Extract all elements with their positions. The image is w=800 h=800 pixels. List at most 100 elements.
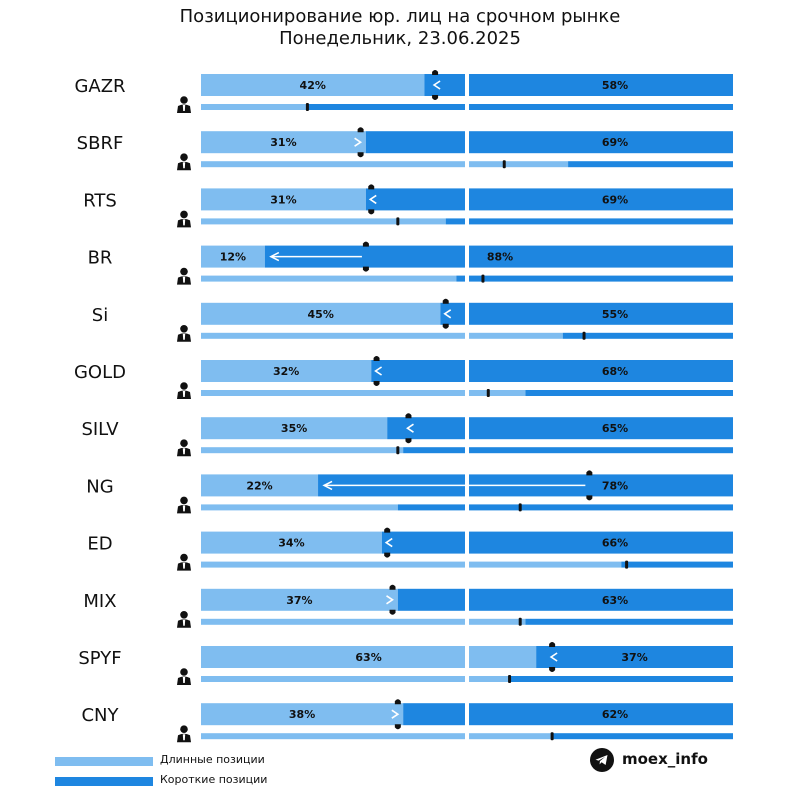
sub-marker (486, 389, 490, 397)
change-chevron (443, 309, 452, 319)
prev-marker-bottom (384, 552, 391, 558)
legend-label-long: Длинные позиции (160, 753, 265, 766)
sub-long-bar (201, 161, 465, 168)
businessman-icon (177, 325, 191, 342)
sub-short-bar (469, 218, 733, 225)
change-arrow-head (269, 251, 280, 262)
ticker-label: GOLD (74, 362, 126, 383)
long-percent-label: 31% (270, 193, 296, 206)
prev-marker-bottom (357, 152, 364, 158)
long-percent-label: 37% (286, 594, 312, 607)
short-bar (469, 703, 733, 726)
long-bar (201, 131, 366, 154)
sub-marker (625, 560, 629, 569)
long-bar (201, 474, 319, 497)
prev-marker-bottom (362, 266, 369, 272)
prev-marker-top (405, 413, 412, 419)
ticker-label: GAZR (74, 76, 125, 97)
short-bar (469, 74, 733, 96)
sub-long-bar (469, 676, 510, 682)
sub-long-bar (201, 618, 465, 625)
ticker-label: BR (88, 248, 113, 269)
ticker-label: SBRF (77, 133, 124, 154)
short-percent-label: 68% (602, 365, 628, 378)
long-bar (201, 245, 265, 268)
ticker-label: NG (86, 476, 113, 497)
businessman-icon (177, 496, 191, 514)
sub-long-bar (201, 504, 398, 511)
sub-long-bar (469, 733, 553, 740)
prev-marker-bottom (389, 609, 396, 615)
sub-short-bar (552, 733, 733, 740)
long-bar (469, 646, 537, 668)
short-bar (387, 417, 465, 440)
sub-short-bar (509, 676, 733, 682)
change-chevron (384, 537, 393, 548)
long-percent-label: 42% (300, 79, 326, 92)
short-bar (469, 417, 733, 440)
short-bar (536, 646, 733, 668)
sub-short-bar (397, 504, 465, 511)
long-bar (201, 188, 366, 211)
change-chevron (374, 366, 383, 376)
sub-long-bar (201, 275, 457, 282)
sub-long-bar (469, 561, 622, 568)
short-bar (424, 74, 465, 96)
sub-marker (550, 732, 554, 741)
businessman-icon (177, 267, 191, 285)
businessman-icon (177, 382, 191, 399)
ticker-label: ED (87, 534, 112, 555)
short-bar (469, 588, 733, 611)
businessman-icon (177, 553, 191, 571)
short-bar (365, 131, 465, 154)
change-chevron (354, 137, 363, 147)
ticker-label: SPYF (78, 648, 121, 669)
change-chevron (549, 652, 558, 662)
long-percent-label: 32% (273, 365, 299, 378)
sub-short-bar (445, 218, 465, 225)
sub-long-bar (469, 161, 569, 168)
sub-short-bar (568, 161, 733, 168)
short-percent-label: 78% (602, 479, 628, 492)
sub-short-bar (621, 561, 733, 568)
short-bar (469, 474, 733, 497)
sub-long-bar (201, 332, 465, 339)
sub-short-bar (456, 275, 465, 282)
short-percent-label: 62% (602, 708, 628, 721)
sub-long-bar (201, 447, 404, 454)
prev-marker-top (586, 470, 593, 476)
long-bar (201, 74, 425, 96)
sub-long-bar (469, 332, 563, 339)
sub-marker (305, 103, 309, 111)
long-bar (201, 302, 441, 325)
change-chevron (368, 194, 377, 205)
prev-marker-bottom (549, 667, 556, 672)
long-bar (201, 531, 382, 554)
prev-marker-top (368, 184, 375, 190)
prev-marker-top (394, 699, 401, 705)
short-percent-label: 65% (602, 422, 628, 435)
prev-marker-bottom (373, 381, 380, 386)
change-chevron (432, 80, 441, 90)
short-bar (381, 531, 465, 554)
change-chevron (406, 423, 414, 433)
prev-marker-top (442, 298, 449, 304)
long-percent-label: 31% (270, 136, 296, 149)
short-percent-label: 88% (487, 251, 513, 264)
long-percent-label: 63% (355, 651, 381, 664)
prev-marker-top (357, 127, 364, 133)
businessman-icon (177, 725, 191, 743)
short-bar (397, 588, 465, 611)
short-bar (371, 360, 465, 382)
sub-short-bar (469, 275, 733, 282)
short-bar (440, 302, 465, 325)
long-percent-label: 12% (220, 251, 246, 264)
prev-marker-bottom (432, 95, 439, 100)
chart-title: Позиционирование юр. лиц на срочном рынк… (0, 6, 800, 50)
sub-short-bar (562, 332, 733, 339)
change-chevron (391, 709, 400, 719)
prev-marker-top (362, 241, 369, 247)
long-bar (201, 417, 388, 440)
long-bar (201, 703, 404, 726)
short-percent-label: 63% (602, 594, 628, 607)
